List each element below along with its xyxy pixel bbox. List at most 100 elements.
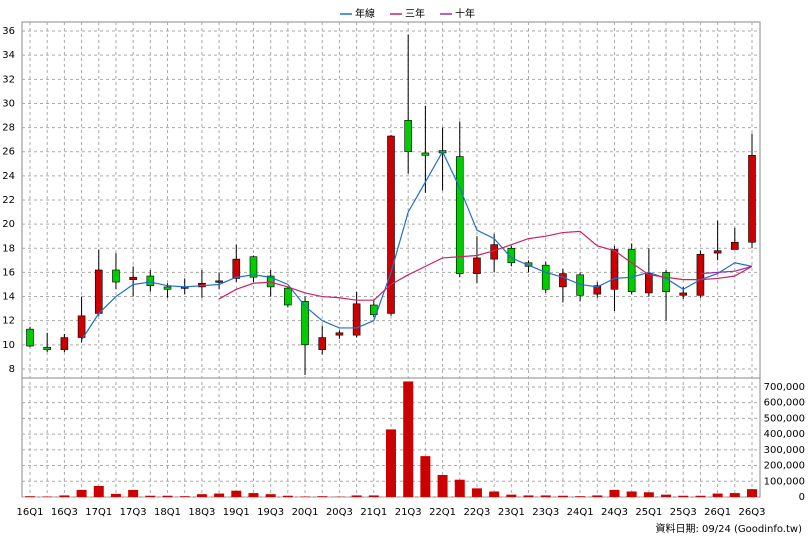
- footer: 資料日期: 09/24 (Goodinfo.tw): [655, 522, 802, 535]
- volume-tick-label: 400,000: [764, 429, 805, 440]
- candle-body: [232, 258, 241, 279]
- volume-bar: [437, 474, 448, 497]
- volume-bar: [128, 489, 139, 497]
- y-tick-label: 12: [2, 316, 15, 327]
- volume-bar: [695, 495, 706, 497]
- candle-body: [26, 328, 34, 347]
- volume-bar: [557, 495, 568, 497]
- candle-body: [163, 286, 172, 290]
- candle-body: [266, 275, 275, 288]
- x-tick-label: 23Q3: [532, 507, 559, 518]
- candle-body: [421, 152, 430, 156]
- volume-bar: [454, 479, 465, 497]
- volume-bar: [162, 495, 173, 497]
- y-tick-label: 16: [2, 267, 15, 278]
- ma-line: [81, 150, 753, 341]
- candle-body: [404, 120, 412, 153]
- candle-body: [645, 273, 653, 294]
- x-tick-label: 16Q1: [17, 507, 44, 518]
- volume-bar: [231, 490, 242, 497]
- candle-body: [731, 241, 739, 250]
- volume-bar: [747, 489, 757, 497]
- x-tick-label: 24Q1: [567, 507, 594, 518]
- volume-bar: [403, 381, 414, 497]
- volume-tick-label: 0: [799, 492, 805, 503]
- ma-line: [218, 230, 753, 301]
- candle-body: [335, 332, 344, 336]
- candle-body: [387, 135, 395, 314]
- volume-bar: [575, 496, 586, 497]
- x-tick-label: 18Q1: [154, 507, 181, 518]
- candle-body: [679, 292, 688, 296]
- candle-body: [507, 247, 516, 264]
- volume-tick-label: 600,000: [764, 398, 805, 409]
- legend-label: 三年: [405, 7, 425, 20]
- y-tick-label: 20: [2, 219, 15, 230]
- legend-label: 年線: [355, 7, 375, 20]
- candle-body: [559, 273, 567, 288]
- candle-body: [541, 264, 550, 290]
- candle-body: [593, 285, 602, 295]
- volume-bar: [248, 493, 259, 497]
- x-tick-label: 26Q1: [704, 507, 731, 518]
- volume-tick-label: 200,000: [764, 461, 805, 472]
- volume-bar: [661, 494, 672, 497]
- candle-body: [662, 272, 670, 293]
- candle-body: [627, 249, 636, 293]
- x-tick-label: 21Q3: [395, 507, 422, 518]
- volume-tick-label: 300,000: [764, 445, 805, 456]
- candle-body: [352, 303, 361, 336]
- candle-body: [455, 156, 464, 274]
- x-tick-label: 17Q3: [120, 507, 147, 518]
- volume-bar: [540, 495, 551, 497]
- x-tick-label: 17Q1: [85, 507, 112, 518]
- candle-body: [610, 249, 619, 290]
- candle-body: [696, 254, 705, 296]
- volume-bar: [110, 493, 121, 497]
- x-tick-label: 19Q3: [257, 507, 284, 518]
- candle-body: [748, 155, 756, 243]
- volume-bar: [386, 429, 396, 497]
- x-tick-label: 20Q3: [326, 507, 353, 518]
- volume-bar: [25, 496, 35, 497]
- candle-body: [43, 346, 51, 350]
- y-tick-label: 18: [2, 243, 15, 254]
- candle-body: [318, 337, 327, 350]
- y-tick-label: 34: [2, 50, 15, 61]
- volume-bar: [678, 495, 689, 497]
- volume-bar: [506, 494, 517, 497]
- volume-bar: [145, 495, 156, 497]
- y-tick-label: 8: [9, 364, 15, 375]
- x-tick-label: 16Q3: [51, 507, 78, 518]
- candle-body: [112, 269, 120, 283]
- volume-bar: [592, 495, 603, 497]
- candle-body: [284, 287, 292, 306]
- ma-line: [700, 265, 753, 275]
- candle-body: [249, 256, 258, 278]
- volume-bar: [351, 495, 362, 497]
- volume-tick-label: 100,000: [764, 476, 805, 487]
- volume-bar: [368, 495, 379, 497]
- volume-bar: [523, 495, 534, 497]
- x-tick-label: 26Q3: [739, 507, 766, 518]
- x-tick-label: 24Q3: [601, 507, 628, 518]
- x-tick-label: 23Q1: [498, 507, 525, 518]
- x-tick-label: 22Q1: [429, 507, 456, 518]
- y-tick-label: 14: [2, 292, 15, 303]
- volume-bar: [729, 493, 740, 497]
- y-tick-label: 10: [2, 340, 15, 351]
- volume-bar: [471, 488, 482, 497]
- candle-body: [713, 250, 722, 254]
- volume-bar: [265, 494, 276, 497]
- candle-body: [60, 337, 69, 350]
- volume-bar: [317, 496, 328, 497]
- volume-bar: [196, 494, 207, 497]
- y-tick-label: 22: [2, 195, 15, 206]
- candle-body: [94, 269, 103, 314]
- volume-bar: [93, 485, 104, 497]
- volume-bar: [712, 493, 723, 497]
- x-tick-label: 25Q1: [635, 507, 662, 518]
- volume-bar: [59, 495, 70, 497]
- y-tick-label: 36: [2, 26, 15, 37]
